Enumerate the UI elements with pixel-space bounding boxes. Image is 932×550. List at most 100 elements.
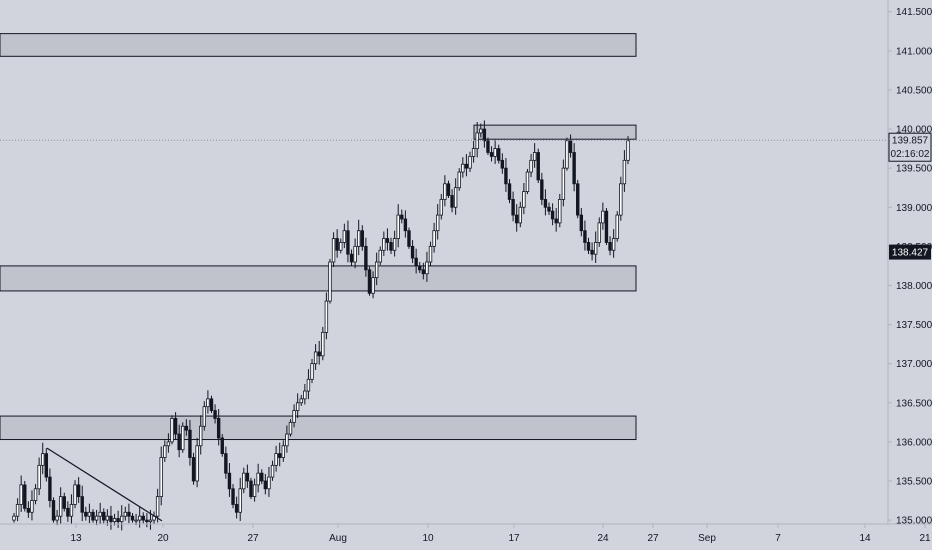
candle — [331, 232, 336, 268]
time-axis[interactable]: 13 20 27 Aug 10 17 24 27 Sep 7 14 21 — [70, 524, 931, 544]
candle-body — [260, 472, 264, 482]
candle-body — [33, 488, 38, 501]
current-price-box-frame — [888, 132, 932, 162]
candle-body — [601, 210, 605, 224]
candle — [66, 501, 70, 522]
candle-body — [263, 480, 268, 490]
candle — [382, 231, 386, 256]
candle — [213, 404, 217, 424]
candle — [489, 146, 494, 162]
candle — [55, 509, 59, 526]
candle — [568, 134, 573, 158]
trendline-layer — [46, 447, 163, 522]
candle — [91, 509, 95, 523]
candle-body — [123, 511, 128, 517]
candle-body — [353, 245, 357, 263]
time-tick-label: 13 — [70, 533, 82, 544]
candle-body — [278, 453, 282, 458]
candle-body — [76, 484, 81, 498]
candle-body — [87, 511, 92, 517]
candle-body — [12, 515, 16, 521]
candle — [536, 148, 540, 184]
time-tick-label: 20 — [157, 533, 169, 544]
candle — [44, 448, 49, 482]
candle-body — [349, 253, 354, 263]
candle-body — [507, 183, 512, 200]
candle — [184, 419, 189, 436]
candle-body — [51, 500, 56, 521]
time-tick-label: 21 — [919, 533, 931, 544]
candle — [245, 464, 250, 488]
candle — [134, 513, 138, 526]
support-zone-middle[interactable] — [0, 265, 637, 292]
candle — [339, 238, 343, 254]
candle-body — [522, 191, 526, 208]
candle — [263, 473, 268, 495]
candle-body — [285, 433, 289, 447]
candle — [324, 292, 329, 340]
candle-body — [421, 269, 426, 275]
candle-body — [550, 210, 555, 220]
candle-body — [148, 519, 153, 523]
candle — [507, 179, 512, 204]
candle-body — [292, 410, 296, 423]
candle — [349, 249, 354, 266]
candle — [432, 222, 436, 253]
candle-body — [84, 511, 88, 517]
candle-body — [270, 464, 275, 478]
candle — [518, 201, 522, 228]
candle-body — [489, 152, 494, 157]
candle-body — [58, 496, 63, 517]
candle-body — [543, 199, 548, 208]
price-tick-label: 141.000 — [896, 46, 932, 57]
resistance-zone-recent[interactable] — [473, 124, 637, 140]
candle-body — [105, 515, 110, 521]
candle — [234, 496, 239, 519]
candle — [522, 183, 526, 215]
candle — [479, 123, 483, 138]
candle-body — [536, 152, 540, 181]
candle — [321, 326, 325, 361]
candle-body — [202, 406, 207, 427]
candle-body — [141, 515, 145, 521]
candle — [278, 442, 282, 467]
candle-body — [159, 457, 163, 498]
candle — [209, 395, 214, 414]
candle-body — [184, 425, 189, 431]
candle-body — [231, 488, 235, 505]
candle — [87, 503, 92, 524]
candle-body — [188, 429, 192, 458]
candle — [76, 477, 81, 503]
candle-body — [374, 261, 379, 279]
candle-body — [94, 515, 99, 521]
candle — [400, 209, 404, 224]
resistance-zone-top[interactable] — [0, 33, 637, 57]
candle — [252, 478, 257, 502]
candle-body — [468, 156, 472, 169]
candle-body — [367, 269, 372, 294]
candle — [170, 415, 174, 445]
candle — [504, 157, 508, 192]
trendline[interactable] — [46, 447, 163, 522]
price-tick-label: 139.500 — [896, 164, 932, 175]
candle-body — [73, 484, 77, 505]
time-tick-label: 14 — [859, 533, 871, 544]
candle — [421, 262, 426, 280]
candle — [288, 419, 293, 437]
candle-body — [313, 351, 318, 365]
candle-body — [608, 242, 612, 251]
price-tick-label: 137.500 — [896, 320, 932, 331]
candle-body — [511, 199, 515, 216]
candle — [145, 513, 149, 528]
candle-body — [216, 418, 221, 439]
candle — [37, 457, 41, 496]
candle — [62, 492, 66, 512]
candle-body — [392, 238, 397, 251]
candle — [554, 208, 558, 232]
candles-layer — [12, 120, 630, 531]
candle-body — [576, 183, 580, 216]
candle — [195, 437, 199, 488]
candle — [443, 175, 447, 207]
support-zone-bottom[interactable] — [0, 415, 637, 441]
candle-body — [439, 199, 443, 216]
